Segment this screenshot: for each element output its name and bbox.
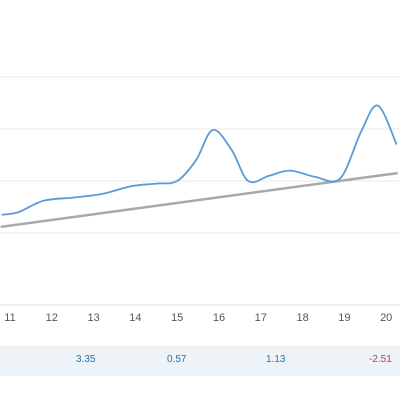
x-tick-label-15: 15 bbox=[171, 312, 183, 324]
summary-value-aug: -2.51 bbox=[369, 354, 392, 365]
summary-value-jul: 1.13 bbox=[266, 354, 286, 365]
price-chart[interactable]: 11121314151617181920MayJunJulAug bbox=[0, 0, 400, 330]
x-tick-label-18: 18 bbox=[296, 312, 308, 324]
x-tick-label-20: 20 bbox=[380, 312, 392, 324]
x-tick-label-16: 16 bbox=[213, 312, 225, 324]
x-tick-label-11: 11 bbox=[4, 312, 15, 324]
summary-row: 3.35 0.57 1.13 -2.51 bbox=[0, 346, 400, 376]
x-tick-label-12: 12 bbox=[46, 312, 58, 324]
x-tick-label-17: 17 bbox=[255, 312, 267, 324]
summary-value-may: 3.35 bbox=[76, 354, 96, 365]
chart-svg: 11121314151617181920MayJunJulAug bbox=[0, 76, 400, 324]
summary-value-jun: 0.57 bbox=[167, 354, 187, 365]
x-tick-label-13: 13 bbox=[87, 312, 99, 324]
x-tick-label-14: 14 bbox=[129, 312, 141, 324]
x-tick-label-19: 19 bbox=[338, 312, 350, 324]
series-main-line bbox=[1, 104, 398, 216]
